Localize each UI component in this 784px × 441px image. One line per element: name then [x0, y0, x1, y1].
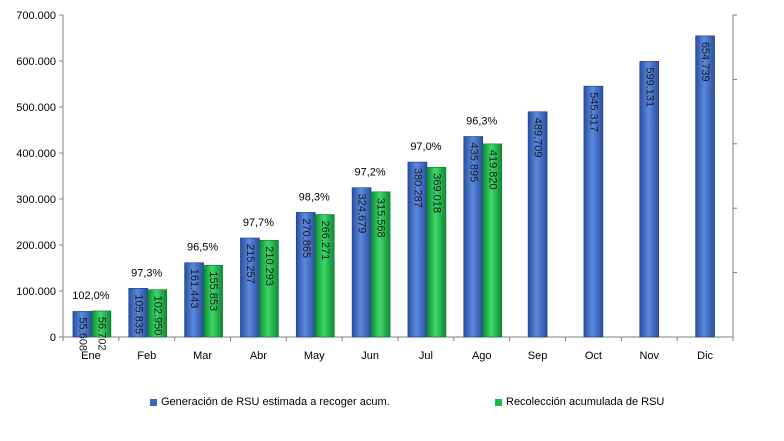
bar-recoleccion	[147, 289, 168, 338]
bar-generacion	[583, 85, 604, 338]
y-tick-label: 700.000	[16, 10, 56, 22]
percent-label: 97,7%	[243, 217, 274, 229]
x-tick-label: Jun	[361, 350, 379, 362]
percent-label: 97,2%	[354, 167, 385, 179]
legend-item-generacion: Generación de RSU estimada a recoger acu…	[150, 396, 390, 408]
bar-recoleccion	[426, 166, 447, 338]
bar-value-label-recoleccion: 315.568	[375, 198, 387, 238]
bar-generacion	[527, 111, 548, 338]
bar-value-label-generacion: 545.317	[588, 92, 600, 132]
bar-value-label-recoleccion: 102.950	[151, 296, 163, 336]
legend-swatch-generacion	[150, 398, 157, 406]
legend-label-recoleccion: Recolección acumulada de RSU	[506, 396, 665, 408]
y-tick-label: 600.000	[16, 56, 56, 68]
bar-value-label-recoleccion: 56.702	[96, 317, 108, 351]
x-tick-label: May	[304, 350, 325, 362]
bar-value-label-recoleccion: 369.018	[431, 173, 443, 213]
bar-value-label-generacion: 105.835	[132, 294, 144, 334]
x-tick-label: Ago	[472, 350, 492, 362]
bar-value-label-generacion: 435.895	[467, 142, 479, 182]
x-tick-label: Ene	[81, 350, 101, 362]
percent-label: 96,3%	[466, 115, 497, 127]
bar-value-label-generacion: 215.257	[244, 244, 256, 284]
bar-recoleccion	[259, 239, 279, 338]
bar-generacion	[695, 35, 715, 338]
bar-recoleccion	[203, 265, 223, 338]
y-tick-label: 400.000	[16, 148, 56, 160]
x-tick-label: Jul	[419, 350, 433, 362]
bar-recoleccion	[482, 143, 503, 338]
percent-label: 96,5%	[187, 242, 218, 254]
bar-value-label-generacion: 599.131	[643, 67, 655, 107]
bar-value-label-recoleccion: 155.853	[207, 271, 219, 311]
percent-label: 102,0%	[72, 290, 110, 302]
percent-label: 97,0%	[410, 141, 441, 153]
x-tick-label: Abr	[250, 350, 267, 362]
legend-swatch-recoleccion	[495, 398, 502, 406]
bar-recoleccion	[91, 310, 112, 338]
legend-item-recoleccion: Recolección acumulada de RSU	[495, 396, 664, 408]
bar-recoleccion	[370, 191, 391, 338]
bar-generacion	[639, 61, 660, 338]
percent-label: 98,3%	[299, 191, 330, 203]
bar-recoleccion	[314, 214, 335, 338]
bar-value-label-recoleccion: 210.293	[263, 246, 275, 286]
bar-value-label-generacion: 161.443	[188, 269, 200, 309]
bar-value-label-recoleccion: 266.271	[319, 221, 331, 261]
x-tick-label: Sep	[528, 350, 548, 362]
legend-label-generacion: Generación de RSU estimada a recoger acu…	[161, 396, 390, 408]
x-tick-label: Oct	[585, 350, 602, 362]
y-tick-label: 100.000	[16, 286, 56, 298]
chart-legend: Generación de RSU estimada a recoger acu…	[150, 396, 710, 414]
bar-value-label-generacion: 270.865	[300, 218, 312, 258]
bar-value-label-generacion: 654.739	[699, 42, 711, 82]
percent-label: 97,3%	[131, 267, 162, 279]
x-tick-label: Dic	[697, 350, 713, 362]
bar-value-label-generacion: 380.287	[412, 168, 424, 208]
bar-value-label-generacion: 489.709	[532, 118, 544, 158]
x-tick-label: Nov	[639, 350, 659, 362]
y-tick-label: 200.000	[16, 240, 56, 252]
bar-value-label-generacion: 324.679	[356, 194, 368, 234]
x-tick-label: Mar	[193, 350, 212, 362]
y-tick-label: 300.000	[16, 194, 56, 206]
y-tick-label: 500.000	[16, 102, 56, 114]
bar-value-label-generacion: 55.608	[77, 317, 89, 351]
y-tick-label: 0	[50, 332, 56, 344]
x-tick-label: Feb	[137, 350, 156, 362]
bar-value-label-recoleccion: 419.820	[486, 150, 498, 190]
